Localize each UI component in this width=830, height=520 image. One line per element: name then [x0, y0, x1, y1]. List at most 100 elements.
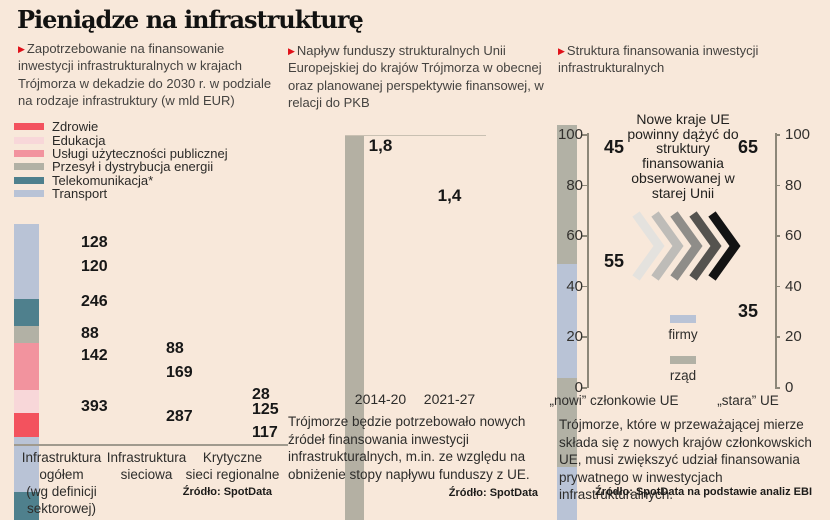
axis-tick	[582, 134, 587, 136]
panel2-source: Źródło: SpotData	[448, 487, 538, 499]
legend-swatch	[14, 136, 44, 144]
legend-swatch	[14, 123, 44, 131]
bar-segment	[14, 389, 39, 413]
panel2-chart: 1,8 2014-20 1,4 2021-27	[345, 135, 495, 520]
panel3-caption: Trójmorze, które w przeważającej mierze …	[559, 417, 812, 503]
segment-value-label: 55	[603, 250, 625, 271]
category-label: Krytyczne sieci regionalne	[185, 450, 280, 482]
baseline-axis	[14, 444, 288, 446]
chevrons-right-icon	[632, 211, 741, 281]
legend-swatch	[14, 190, 44, 198]
category-label: Infrastruktura sieciowa	[106, 450, 187, 482]
red-triangle-icon: ▶	[558, 46, 565, 56]
legend-item: Usługi użyteczności publicznej	[14, 147, 228, 160]
segment-value-label: 65	[737, 137, 759, 157]
bar-segment	[14, 491, 39, 520]
panel3-annotation: Nowe kraje UE powinny dążyć do struktury…	[627, 111, 739, 201]
legend-label: Transport	[52, 186, 108, 202]
segment-value-label: 88	[166, 339, 184, 357]
segment-value-label: 35	[737, 301, 759, 322]
segment-value-label: 246	[81, 292, 108, 310]
y-axis-label: 20	[566, 328, 583, 346]
y-axis-label: 80	[566, 176, 583, 194]
axis-tick	[775, 134, 780, 136]
y-axis-label: 60	[785, 227, 802, 245]
axis-tick	[582, 285, 587, 288]
legend-swatch	[14, 163, 44, 171]
segment-value-label: 45	[603, 137, 625, 157]
panel3-chart: 0 0 20 20 40 40 60 60 80 80 100 100 55 45 „nowi” człon…	[549, 125, 813, 520]
y-axis	[587, 133, 589, 388]
legend-item: Edukacja	[14, 132, 228, 148]
x-axis-label: „nowi” członkowie UE	[549, 393, 679, 408]
bar-segment	[557, 125, 577, 265]
bar-segment	[14, 436, 39, 492]
legend-swatch	[14, 176, 44, 184]
legend-item: Zdrowie	[14, 120, 228, 133]
bar	[345, 361, 364, 520]
legend-label: Usługi użyteczności publicznej	[52, 145, 228, 161]
bar-segment	[557, 466, 577, 520]
panel1-header-text: Zapotrzebowanie na finansowanie inwestyc…	[18, 41, 272, 108]
bar-segment	[14, 342, 39, 390]
panel2-header: ▶ Napływ funduszy strukturalnych Unii Eur…	[288, 42, 550, 111]
bar-segment	[14, 326, 39, 343]
legend-label: Przesył i dystrybucja energii	[52, 159, 214, 175]
panel3-source: Źródło: SpotData na podstawie analiz EBI	[595, 486, 812, 498]
chevron-5	[708, 211, 741, 281]
segment-value-label: 169	[166, 364, 193, 382]
x-axis-label: 2021-27	[423, 391, 476, 407]
bar-segment	[14, 224, 39, 299]
legend-label: Zdrowie	[52, 119, 99, 135]
panel1-source: Źródło: SpotData	[182, 486, 272, 498]
axis-tick	[775, 285, 780, 288]
y-axis-label: 60	[566, 227, 583, 245]
red-triangle-icon: ▶	[288, 46, 295, 56]
axis-tick	[775, 184, 780, 187]
segment-value-label: 393	[81, 397, 108, 415]
bar-value-label: 1,4	[437, 186, 462, 205]
axis-tick	[775, 235, 780, 237]
axis-tick	[775, 336, 780, 338]
legend-swatch	[14, 149, 44, 157]
panel2-header-text: Napływ funduszy strukturalnych Unii Euro…	[288, 43, 544, 110]
panel1-chart: 393 142 88 246 120 128 Infrastruktura ogółem (wg…	[14, 224, 288, 520]
x-axis-label: 2014-20	[354, 391, 407, 407]
segment-value-label: 287	[166, 407, 193, 425]
panel1-legend: Zdrowie Edukacja Usługi użyteczności publi…	[14, 120, 228, 200]
segment-value-label: 128	[81, 234, 108, 252]
legend-label: rząd	[669, 368, 697, 383]
segment-value-label: 88	[81, 324, 99, 342]
panel2-caption: Trójmorze będzie potrzebowało nowych źró…	[288, 414, 530, 482]
bar-value-label: 1,8	[368, 136, 393, 155]
axis-tick	[582, 387, 587, 389]
axis-tick	[775, 387, 780, 389]
red-triangle-icon: ▶	[18, 44, 25, 54]
segment-value-label: 125	[252, 400, 279, 418]
legend-item: Transport	[14, 187, 228, 200]
chevron-3	[670, 211, 703, 281]
legend-swatch	[670, 356, 696, 364]
bar	[345, 136, 364, 361]
y-axis-label: 20	[785, 328, 802, 346]
y-axis-label: 100	[785, 126, 811, 143]
legend-label: Edukacja	[52, 132, 106, 148]
axis-tick	[582, 336, 587, 338]
legend-item: Przesył i dystrybucja energii	[14, 160, 228, 173]
baseline-axis	[345, 135, 486, 136]
bar-segment	[14, 298, 39, 326]
axis-tick	[582, 184, 587, 187]
legend-label: Telekomunikacja*	[52, 172, 154, 188]
bar-segment	[557, 377, 577, 467]
bar-segment	[557, 264, 577, 378]
y-axis-label: 40	[566, 277, 583, 295]
segment-value-label: 120	[81, 257, 108, 275]
panel1-header: ▶ Zapotrzebowanie na finansowanie inwesty…	[18, 40, 280, 109]
y-axis-label: 0	[785, 379, 794, 396]
legend-item: Telekomunikacja*	[14, 174, 228, 187]
chevron-4	[689, 211, 722, 281]
panel3-header-text: Struktura finansowania inwestycji infras…	[558, 43, 759, 76]
page-title: Pieniądze na infrastrukturę	[17, 5, 364, 34]
y-axis-label: 40	[785, 277, 802, 295]
